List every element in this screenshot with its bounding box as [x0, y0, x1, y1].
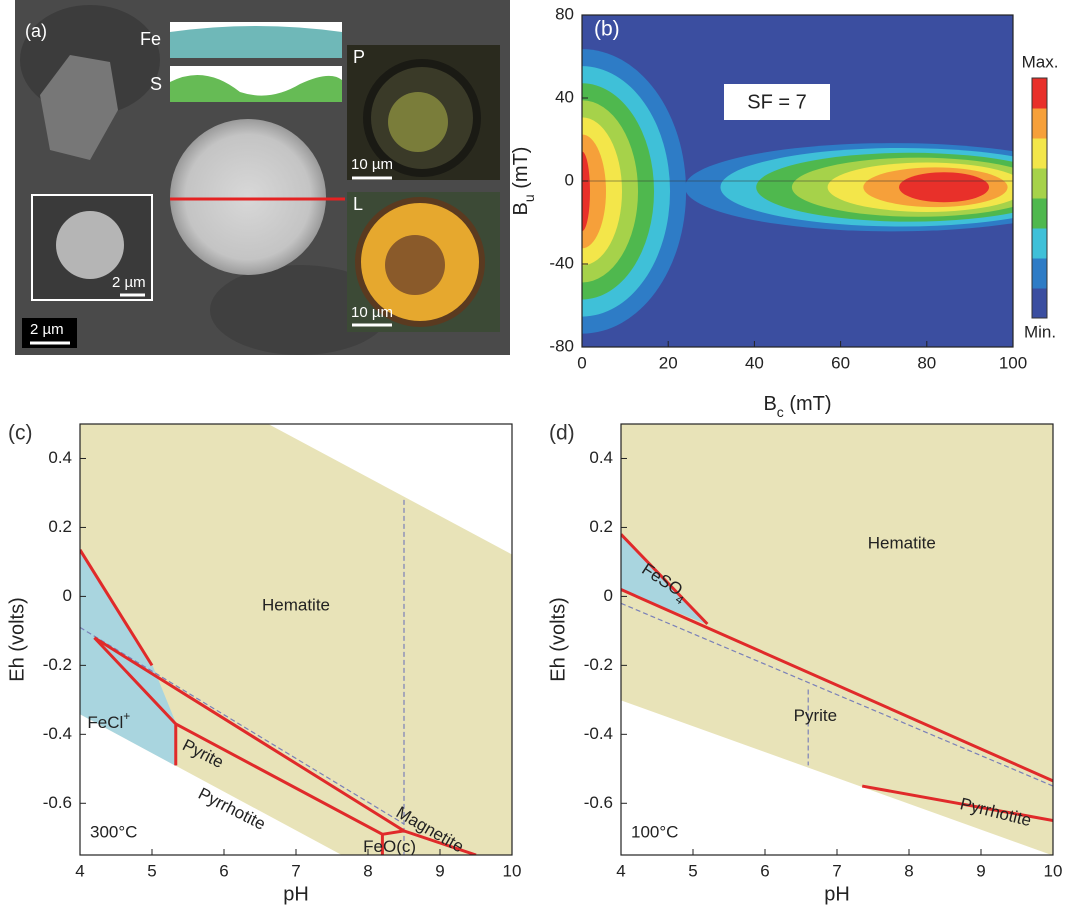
colorbar-max: Max.: [1022, 52, 1059, 71]
x-tick-label: 8: [363, 861, 372, 880]
x-tick-label: 8: [904, 861, 913, 880]
y-tick-label: -0.4: [584, 724, 613, 743]
y-tick-label: 0.2: [589, 517, 613, 536]
y-tick-label: 0.2: [48, 517, 72, 536]
x-tick-label: 4: [75, 861, 84, 880]
y-tick-label: 0: [565, 170, 574, 189]
y-tick-label: -0.6: [584, 793, 613, 812]
panel-label: (a): [25, 21, 47, 41]
panel-label: (c): [8, 422, 33, 445]
y-tick-label: 80: [555, 4, 574, 23]
plot-area: [80, 424, 512, 855]
scale-label: 10 µm: [351, 156, 393, 173]
colorbar-swatch: [1032, 138, 1047, 169]
y-tick-label: 0: [604, 586, 613, 605]
y-tick-label: -40: [549, 253, 574, 272]
x-tick-label: 60: [831, 353, 850, 372]
label-part: u: [521, 194, 537, 202]
x-axis-label: Bc (mT): [763, 393, 831, 419]
x-axis-label: pH: [283, 883, 309, 905]
y-tick-label: 0.4: [589, 448, 613, 467]
colorbar-swatch: [1032, 288, 1047, 319]
fe-profile: [170, 26, 342, 58]
label-part: Hematite: [262, 596, 330, 615]
y-tick-label: 0: [63, 586, 72, 605]
field-label: Pyrite: [794, 707, 837, 726]
x-tick-label: 0: [577, 353, 586, 372]
label-part: FeO(c): [363, 838, 416, 857]
stability-field: [621, 424, 1053, 855]
contour-right: [899, 172, 989, 202]
x-tick-label: 10: [503, 861, 522, 880]
colorbar-swatch: [1032, 258, 1047, 289]
label-part: B: [510, 202, 532, 215]
y-axis-label: Bu (mT): [510, 147, 536, 216]
scale-label: 2 µm: [112, 274, 146, 291]
x-tick-label: 4: [616, 861, 625, 880]
x-tick-label: 40: [745, 353, 764, 372]
field-label: Hematite: [262, 596, 330, 615]
y-tick-label: 40: [555, 87, 574, 106]
label-part: +: [123, 709, 130, 723]
x-axis-label: pH: [824, 883, 850, 905]
x-tick-label: 10: [1044, 861, 1063, 880]
y-tick-label: -0.2: [43, 655, 72, 674]
colorbar-swatch: [1032, 228, 1047, 259]
x-tick-label: 9: [976, 861, 985, 880]
colorbar-swatch: [1032, 168, 1047, 199]
temperature: 300°C: [90, 822, 137, 841]
field-label: FeO(c): [363, 838, 416, 857]
label-part: (mT): [784, 393, 832, 415]
y-axis-label: Eh (volts): [547, 597, 569, 681]
y-tick-label: 0.4: [48, 448, 72, 467]
profile-label: Fe: [140, 29, 161, 49]
map-p-core: [388, 92, 448, 152]
stability-field: [80, 424, 512, 855]
x-tick-label: 20: [659, 353, 678, 372]
label-part: (mT): [510, 147, 532, 195]
label-part: Hematite: [868, 534, 936, 553]
map-l-core: [385, 235, 445, 295]
field-label: Hematite: [868, 534, 936, 553]
x-tick-label: 7: [832, 861, 841, 880]
y-tick-label: -80: [549, 336, 574, 355]
inset-framboid: [56, 211, 124, 279]
panel-label: (d): [549, 422, 575, 445]
colorbar-swatch: [1032, 108, 1047, 139]
x-tick-label: 5: [147, 861, 156, 880]
colorbar-min: Min.: [1024, 322, 1056, 341]
colorbar-swatch: [1032, 78, 1047, 109]
x-tick-label: 6: [760, 861, 769, 880]
y-tick-label: -0.2: [584, 655, 613, 674]
y-axis-label: Eh (volts): [6, 597, 28, 681]
map-label: L: [353, 194, 363, 214]
x-tick-label: 6: [219, 861, 228, 880]
scale-label: 2 µm: [30, 321, 64, 338]
temperature: 100°C: [631, 822, 678, 841]
x-tick-label: 7: [291, 861, 300, 880]
label-part: FeCl: [87, 713, 123, 732]
annotation: SF = 7: [747, 91, 806, 113]
figure: (a) Fe S P L 10 µm 10 µm 2 µm 2 µm Max. M…: [0, 0, 1081, 909]
profile-label: S: [150, 74, 162, 94]
label-part: B: [763, 393, 776, 415]
panel-a: (a) Fe S P L 10 µm 10 µm 2 µm 2 µm: [15, 0, 510, 355]
panel-label: (b): [594, 18, 620, 41]
x-tick-label: 9: [435, 861, 444, 880]
y-tick-label: -0.4: [43, 724, 72, 743]
x-tick-label: 5: [688, 861, 697, 880]
colorbar-swatch: [1032, 198, 1047, 229]
scale-label: 10 µm: [351, 304, 393, 321]
framboid: [170, 119, 326, 275]
y-tick-label: -0.6: [43, 793, 72, 812]
label-part: c: [777, 404, 784, 420]
map-label: P: [353, 47, 365, 67]
x-tick-label: 100: [999, 353, 1027, 372]
x-tick-label: 80: [917, 353, 936, 372]
plot-area: [621, 424, 1053, 855]
label-part: Pyrite: [794, 707, 837, 726]
